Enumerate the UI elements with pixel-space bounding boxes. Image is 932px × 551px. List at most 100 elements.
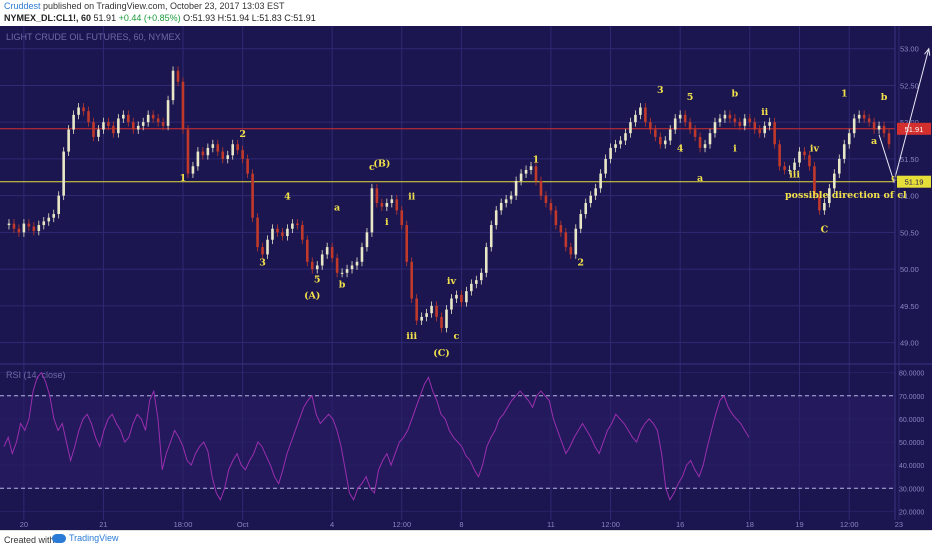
rsi-tick-label: 80.0000 bbox=[899, 371, 924, 378]
candle-up bbox=[663, 140, 667, 145]
tradingview-logo[interactable]: TradingView bbox=[52, 533, 119, 543]
candle-up bbox=[226, 155, 230, 159]
candle-up bbox=[594, 188, 597, 196]
candle-up bbox=[286, 228, 289, 237]
candle-up bbox=[360, 247, 364, 262]
candle-down bbox=[867, 118, 871, 123]
candle-down bbox=[813, 166, 816, 196]
wave-label: (A) bbox=[304, 291, 320, 302]
time-tick-label: 11 bbox=[547, 520, 555, 529]
candle-up bbox=[430, 305, 433, 314]
candle-up bbox=[708, 133, 712, 145]
price-level-box bbox=[897, 122, 931, 135]
candle-down bbox=[415, 298, 418, 321]
candle-up bbox=[355, 261, 359, 266]
candle-up bbox=[788, 169, 791, 171]
candle-up bbox=[494, 210, 498, 226]
candle-up bbox=[117, 118, 120, 134]
candle-up bbox=[589, 195, 592, 204]
candle-down bbox=[688, 122, 692, 130]
candle-down bbox=[887, 133, 891, 145]
candle-up bbox=[529, 166, 533, 170]
price-change: +0.44 (+0.85%) bbox=[118, 13, 181, 23]
candle-down bbox=[82, 107, 85, 112]
wave-label: iii bbox=[789, 169, 800, 180]
candle-down bbox=[649, 122, 652, 130]
candle-up bbox=[514, 180, 518, 196]
candle-up bbox=[425, 313, 428, 317]
time-axis: 202118:00Oct412:0081112:0016181912:00232… bbox=[20, 520, 903, 529]
candle-down bbox=[92, 122, 95, 137]
candle-down bbox=[261, 247, 264, 255]
wave-label: 5 bbox=[314, 274, 321, 285]
wave-label: b bbox=[732, 88, 739, 99]
candle-up bbox=[22, 223, 26, 233]
tradingview-brand: TradingView bbox=[69, 533, 119, 543]
candle-up bbox=[852, 118, 856, 134]
candle-down bbox=[758, 129, 762, 134]
candle-down bbox=[440, 316, 443, 328]
candle-up bbox=[480, 272, 483, 281]
wave-label: c bbox=[891, 173, 897, 184]
candle-up bbox=[345, 269, 349, 273]
candle-down bbox=[296, 223, 299, 226]
candle-up bbox=[584, 203, 588, 215]
candle-down bbox=[216, 144, 220, 152]
candle-down bbox=[17, 228, 21, 233]
candle-up bbox=[52, 214, 56, 218]
wave-label: 5 bbox=[687, 92, 694, 103]
candle-down bbox=[276, 228, 279, 233]
candle-up bbox=[370, 188, 374, 233]
candle-up bbox=[798, 151, 801, 163]
author-link[interactable]: Cruddest bbox=[4, 1, 41, 11]
wave-label: 1 bbox=[180, 173, 187, 184]
candle-down bbox=[658, 136, 662, 145]
candle-down bbox=[305, 239, 309, 262]
candle-down bbox=[161, 122, 165, 126]
candle-up bbox=[67, 129, 70, 152]
candle-down bbox=[251, 173, 254, 218]
time-tick-label: 12:00 bbox=[601, 520, 620, 529]
projection-line bbox=[878, 48, 930, 184]
candle-up bbox=[484, 247, 488, 273]
wave-label: 1 bbox=[533, 155, 540, 166]
candle-up bbox=[668, 129, 672, 141]
horizontal-lines[interactable]: 51.91 51.19 bbox=[0, 122, 931, 188]
candle-down bbox=[380, 203, 384, 207]
candle-down bbox=[246, 158, 249, 174]
rsi-band-fill bbox=[0, 395, 895, 489]
wave-label: 3 bbox=[259, 257, 266, 268]
time-tick-label: 8 bbox=[459, 520, 463, 529]
candle-down bbox=[569, 247, 573, 255]
candle-up bbox=[450, 298, 453, 310]
candle-up bbox=[524, 169, 528, 174]
candle-up bbox=[639, 107, 642, 115]
candle-down bbox=[395, 199, 399, 211]
wave-label: iv bbox=[810, 144, 820, 155]
rsi-tick-label: 70.0000 bbox=[899, 394, 924, 401]
candle-up bbox=[122, 114, 125, 119]
candle-down bbox=[559, 225, 563, 233]
candle-up bbox=[166, 100, 170, 126]
candle-up bbox=[604, 158, 607, 174]
wave-label: (C) bbox=[433, 348, 450, 359]
candle-up bbox=[191, 166, 195, 174]
footer: Created with TradingView bbox=[0, 530, 932, 551]
price-level-box bbox=[897, 175, 931, 188]
candle-down bbox=[808, 155, 811, 167]
symbol-line: NYMEX_DL:CL1!, 60 51.91 +0.44 (+0.85%) O… bbox=[4, 13, 316, 23]
price-tick-label: 52.50 bbox=[900, 81, 919, 90]
candle-down bbox=[862, 114, 866, 119]
candle-up bbox=[703, 144, 707, 148]
projection-path[interactable] bbox=[878, 47, 931, 184]
candle-down bbox=[112, 125, 115, 134]
candle-up bbox=[320, 254, 324, 266]
wave-label: iv bbox=[447, 276, 457, 287]
rsi-tick-label: 40.0000 bbox=[899, 463, 924, 470]
candle-up bbox=[365, 232, 369, 248]
candle-up bbox=[723, 114, 727, 119]
candle-up bbox=[271, 228, 274, 240]
chart-canvas[interactable]: LIGHT CRUDE OIL FUTURES, 60, NYMEX 53.00… bbox=[0, 26, 932, 530]
wave-label: c bbox=[454, 331, 460, 342]
candle-up bbox=[231, 144, 235, 156]
